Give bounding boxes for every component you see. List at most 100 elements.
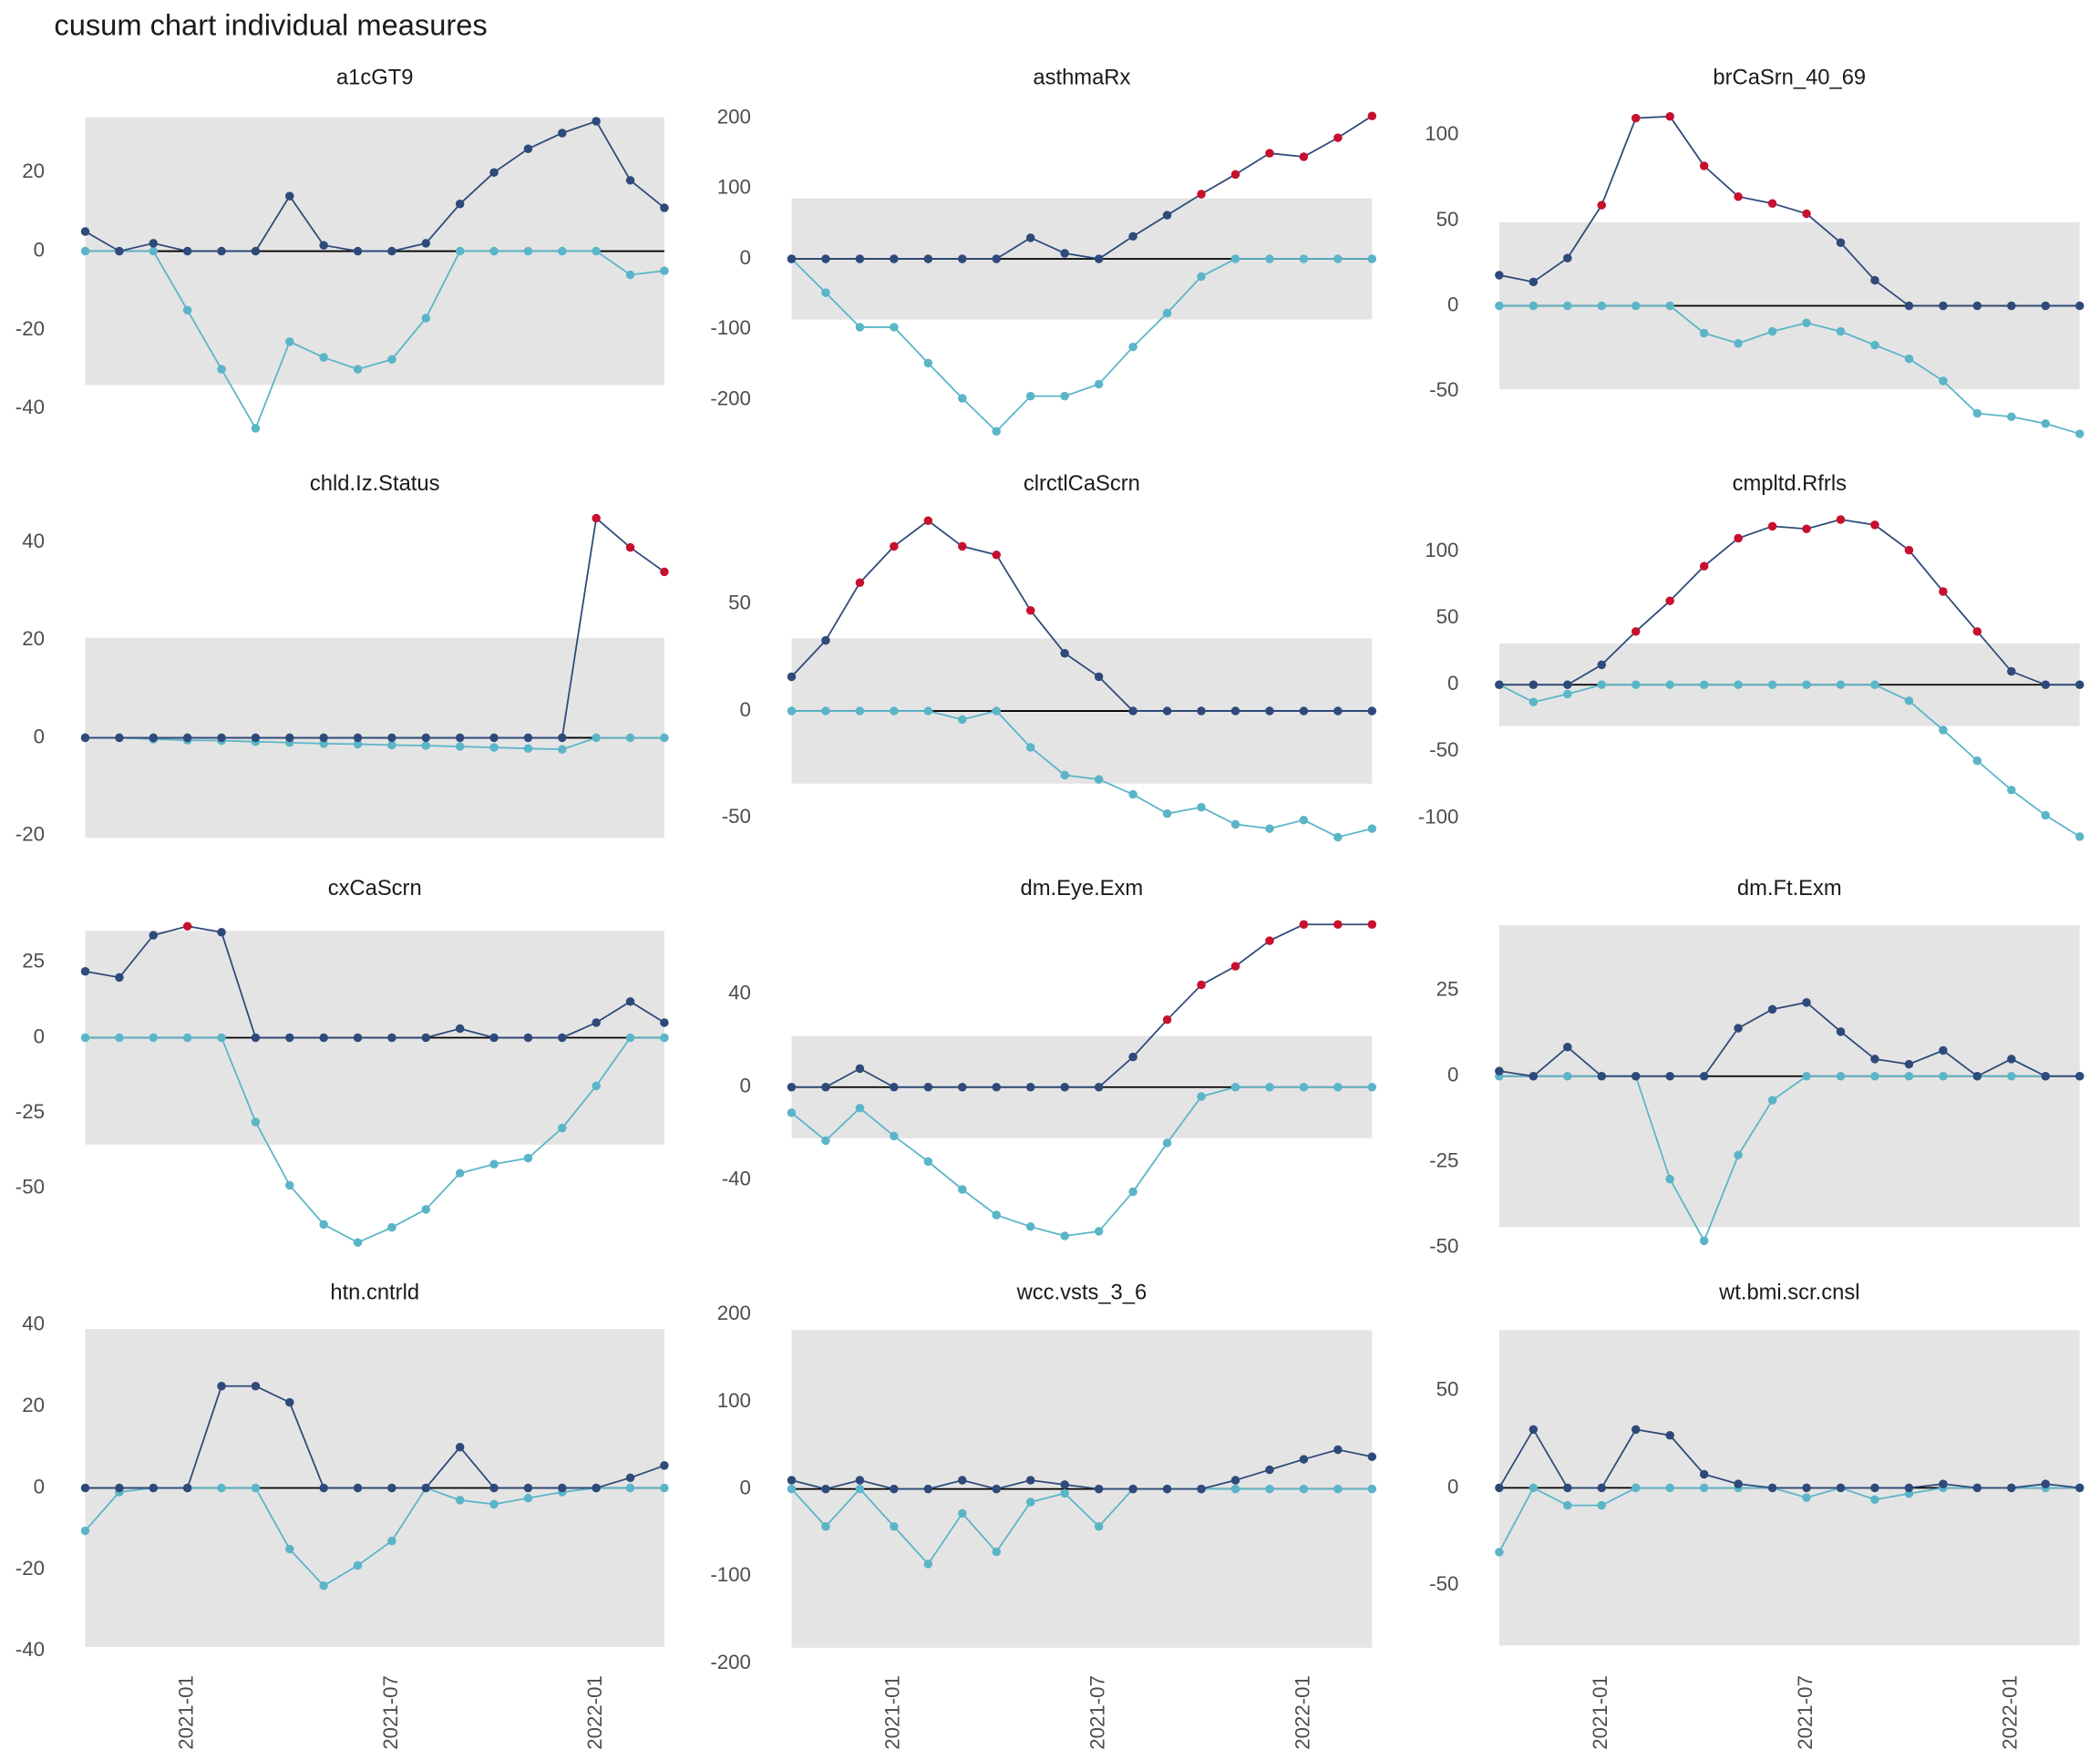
point: [1162, 1015, 1172, 1024]
y-tick-label: 50: [1436, 605, 1459, 628]
point: [660, 1018, 669, 1027]
point: [2074, 301, 2085, 311]
point: [1094, 1522, 1104, 1531]
panel-title: cxCaScrn: [328, 876, 422, 901]
point: [1939, 376, 1948, 386]
point: [1162, 211, 1172, 220]
panel-title: htn.cntrld: [330, 1281, 419, 1305]
point: [1734, 1150, 1743, 1160]
series-line: [1498, 1001, 2080, 1077]
point: [1767, 199, 1777, 208]
point: [217, 246, 226, 256]
point: [1128, 1052, 1138, 1062]
point: [319, 241, 328, 250]
y-tick-label: 0: [740, 246, 751, 269]
point: [353, 365, 363, 374]
point: [2007, 666, 2016, 676]
point: [523, 733, 533, 743]
point: [1631, 680, 1641, 690]
point: [1870, 340, 1879, 350]
point: [923, 358, 933, 368]
x-tick-label: 2021-01: [175, 1675, 198, 1750]
point: [1802, 1483, 1811, 1493]
point: [489, 1499, 499, 1509]
point: [149, 1033, 159, 1043]
point: [2074, 832, 2085, 841]
y-tick-label: 0: [740, 1075, 751, 1097]
point: [1870, 1055, 1879, 1064]
point: [992, 254, 1001, 263]
point: [353, 1560, 363, 1570]
point: [421, 239, 431, 248]
point: [1299, 706, 1309, 715]
point: [1265, 1465, 1274, 1475]
panel: cmpltd.Rfrls -100 -50 0 50 100: [1418, 471, 2085, 841]
y-tick-label: -200: [710, 1651, 751, 1673]
series-line: [1498, 684, 2081, 838]
series-line: [85, 925, 665, 1039]
point: [1495, 1066, 1504, 1076]
x-tick-label: 2022-01: [1999, 1675, 2022, 1750]
point: [1060, 1083, 1069, 1092]
point: [182, 246, 192, 256]
point: [1836, 238, 1846, 248]
point: [387, 1222, 396, 1232]
point: [625, 270, 635, 280]
point: [1563, 1043, 1572, 1052]
point: [353, 733, 363, 743]
point: [1665, 1431, 1674, 1440]
point: [1094, 1083, 1104, 1092]
y-tick-label: -50: [722, 805, 751, 828]
point: [387, 740, 396, 750]
point: [958, 1083, 967, 1092]
point: [387, 1536, 396, 1546]
point: [217, 365, 226, 374]
point: [1972, 301, 1982, 311]
point: [1631, 1071, 1641, 1081]
y-tick-label: 20: [22, 627, 45, 650]
point: [1699, 328, 1709, 338]
point: [1299, 152, 1309, 161]
point: [1904, 1483, 1914, 1493]
point: [455, 1168, 465, 1178]
point: [592, 1018, 601, 1027]
point: [1563, 301, 1572, 311]
point: [1767, 680, 1777, 690]
point: [625, 1473, 635, 1483]
point: [1299, 1083, 1309, 1092]
point: [1939, 587, 1948, 596]
point: [523, 1483, 533, 1493]
point: [992, 427, 1001, 437]
point: [1836, 680, 1846, 690]
point: [1333, 133, 1343, 142]
point: [1529, 697, 1539, 707]
point: [1734, 1024, 1743, 1033]
point: [80, 967, 90, 976]
point: [1597, 301, 1607, 311]
point: [2041, 680, 2051, 690]
point: [251, 733, 261, 743]
point: [1904, 1059, 1914, 1069]
y-tick-label: -50: [1429, 378, 1458, 401]
point: [1870, 275, 1879, 285]
y-tick-label: 25: [22, 950, 45, 973]
point: [1699, 1483, 1709, 1493]
point: [2041, 1071, 2051, 1081]
point: [1665, 1483, 1674, 1493]
point: [319, 733, 328, 743]
point: [558, 1483, 567, 1493]
point: [558, 1033, 567, 1043]
point: [1162, 808, 1172, 818]
point: [1094, 672, 1104, 682]
point: [182, 1033, 192, 1043]
point: [958, 1185, 967, 1194]
series-line: [85, 516, 665, 739]
y-tick-label: -20: [15, 822, 45, 845]
point: [821, 1522, 830, 1531]
point: [387, 246, 396, 256]
point: [1870, 1495, 1879, 1504]
point: [149, 246, 159, 256]
point: [1972, 1071, 1982, 1081]
point: [1230, 254, 1240, 263]
point: [1597, 660, 1607, 670]
